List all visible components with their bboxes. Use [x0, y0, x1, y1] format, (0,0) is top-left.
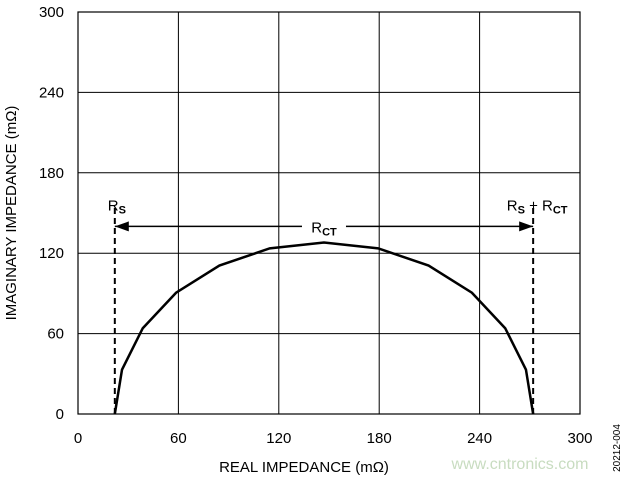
arrowhead [519, 221, 534, 232]
annotation-part: S [518, 205, 525, 217]
y-tick-label: 120 [39, 245, 64, 262]
x-tick-label: 0 [74, 430, 82, 447]
figure-id: 20212-004 [612, 424, 623, 472]
y-tick-label: 0 [56, 406, 64, 423]
watermark: www.cntronics.com [451, 456, 589, 473]
y-tick-label: 60 [47, 326, 64, 343]
x-tick-label: 60 [170, 430, 187, 447]
x-tick-label: 180 [367, 430, 392, 447]
x-tick-label: 240 [467, 430, 492, 447]
arrowhead [114, 221, 129, 232]
annotation-part: CT [322, 227, 337, 239]
annotation: RS + RCT [507, 197, 568, 216]
annotation-part: R [507, 197, 518, 214]
x-tick-label: 120 [266, 430, 291, 447]
label-bg [301, 212, 346, 241]
y-tick-label: 180 [39, 165, 64, 182]
annotation: RS [108, 197, 126, 216]
curve [113, 241, 535, 415]
annotation: RCT [311, 219, 337, 238]
annotation-part: CT [553, 205, 568, 217]
annotation-part: S [119, 205, 126, 217]
y-axis-label: IMAGINARY IMPEDANCE (mΩ) [3, 106, 20, 321]
y-tick-label: 300 [39, 4, 64, 21]
x-axis-label: REAL IMPEDANCE (mΩ) [219, 459, 389, 476]
plot-frame [77, 11, 581, 415]
annotation-part: R [311, 219, 322, 236]
x-tick-label: 300 [567, 430, 592, 447]
annotation-part: + R [525, 197, 553, 214]
annotation-part: R [108, 197, 119, 214]
y-tick-label: 240 [39, 84, 64, 101]
